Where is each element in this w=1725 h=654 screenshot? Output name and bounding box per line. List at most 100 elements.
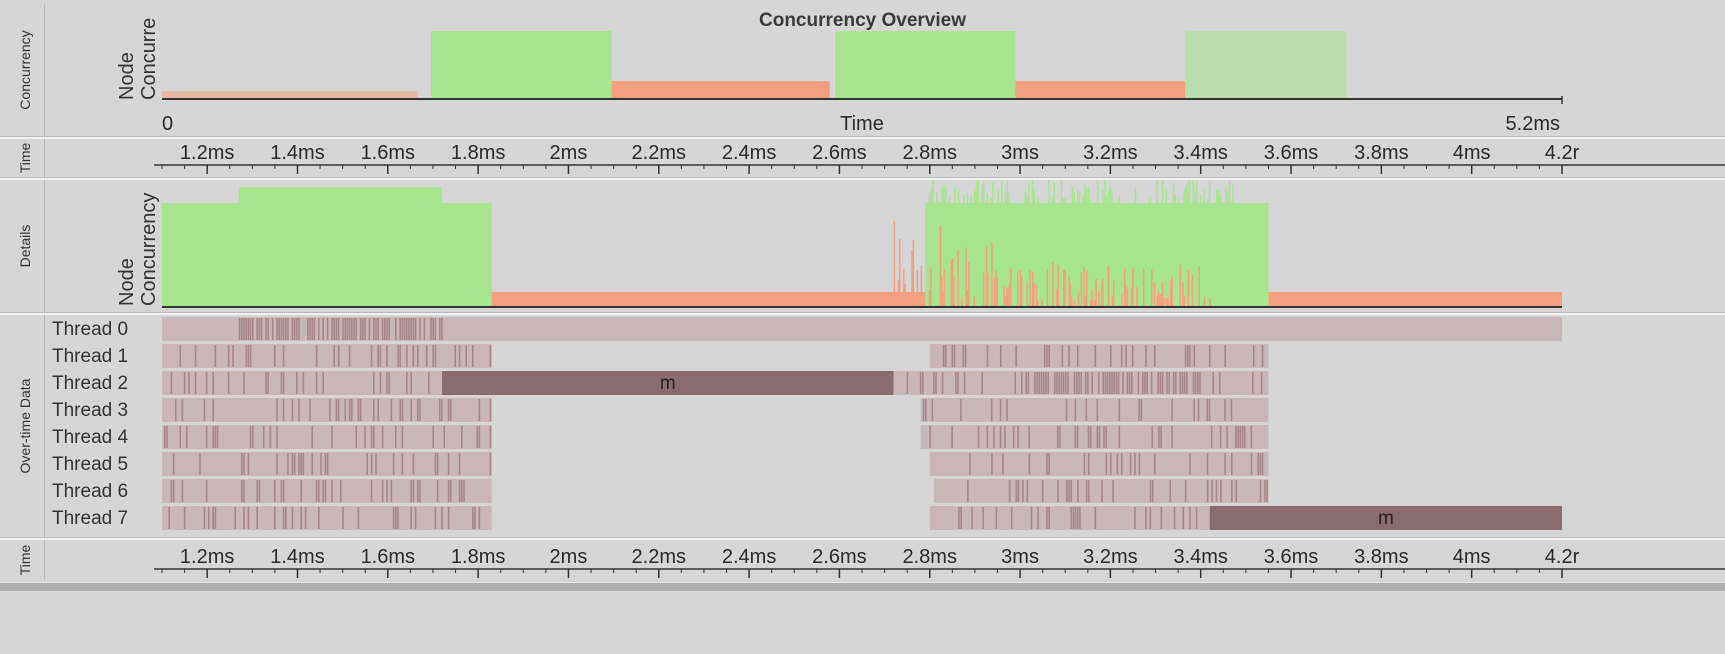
thread-event-mark bbox=[1120, 345, 1123, 367]
thread-event-mark bbox=[489, 345, 492, 367]
details-orange-spike bbox=[1126, 288, 1129, 307]
thread-event-mark bbox=[344, 318, 346, 340]
thread-event-mark bbox=[1172, 372, 1175, 394]
over-time-side-tab[interactable]: Over-time Data bbox=[6, 315, 45, 537]
thread-event-mark bbox=[1259, 453, 1262, 475]
thread-event-mark bbox=[1074, 507, 1077, 529]
thread-event-mark bbox=[410, 480, 412, 502]
details-green-spike bbox=[941, 187, 943, 203]
thread-event-mark bbox=[256, 318, 258, 340]
overview-chart[interactable]: 0 Time 5.2ms bbox=[0, 4, 1725, 136]
details-side-tab[interactable]: Details bbox=[6, 180, 45, 312]
thread-event-mark bbox=[436, 453, 439, 475]
thread-event-mark bbox=[381, 426, 384, 448]
thread-event-mark bbox=[1134, 507, 1136, 529]
thread-event-mark bbox=[955, 372, 957, 394]
thread-event-mark bbox=[414, 318, 417, 340]
details-green-spike bbox=[1118, 196, 1121, 203]
thread-event-mark bbox=[999, 399, 1002, 421]
thread-event-mark bbox=[214, 426, 217, 448]
details-green-spike bbox=[948, 197, 951, 203]
thread-active-segment bbox=[920, 398, 1269, 422]
thread-event-mark bbox=[1094, 345, 1097, 367]
thread-active-segment bbox=[162, 344, 492, 368]
details-green-spike bbox=[1031, 180, 1034, 203]
thread-event-mark bbox=[326, 318, 329, 340]
thread-event-mark bbox=[265, 318, 267, 340]
thread-event-mark bbox=[302, 453, 305, 475]
threads-timeline[interactable]: mm bbox=[0, 315, 1725, 537]
details-orange-spike bbox=[1016, 271, 1019, 307]
thread-event-mark bbox=[205, 426, 208, 448]
thread-event-mark bbox=[351, 318, 353, 340]
details-green-spike bbox=[1028, 182, 1030, 203]
thread-event-mark bbox=[1210, 426, 1213, 448]
details-chart[interactable] bbox=[0, 180, 1725, 312]
thread-event-mark bbox=[1197, 372, 1199, 394]
details-green-spike bbox=[1109, 184, 1111, 203]
details-green-spike bbox=[997, 188, 999, 203]
thread-event-mark bbox=[478, 426, 481, 448]
details-green-spike bbox=[1219, 195, 1222, 203]
thread-event-mark bbox=[1076, 426, 1079, 448]
thread-event-mark bbox=[227, 372, 230, 394]
time-axis-bottom[interactable]: 1.2ms 1.4ms 1.6ms 1.8ms 2ms 2.2ms 2.4ms 2.6ms 2.… bbox=[0, 540, 1725, 580]
concurrency-side-tab[interactable]: Concurrency bbox=[6, 4, 45, 136]
horizontal-scrollbar[interactable] bbox=[0, 582, 1725, 591]
time-side-tab-top[interactable]: Time bbox=[6, 139, 45, 177]
thread-event-mark bbox=[931, 399, 934, 421]
details-green-spike bbox=[1226, 190, 1229, 203]
thread-event-mark bbox=[465, 345, 467, 367]
thread-event-mark bbox=[478, 507, 481, 529]
thread-event-mark bbox=[1105, 453, 1108, 475]
thread-event-mark bbox=[1045, 372, 1047, 394]
thread-event-mark bbox=[1231, 480, 1233, 502]
thread-event-mark bbox=[1175, 372, 1177, 394]
thread-event-mark bbox=[342, 507, 344, 529]
thread-event-mark bbox=[309, 399, 311, 421]
thread-event-mark bbox=[375, 453, 377, 475]
thread-event-mark bbox=[951, 345, 954, 367]
thread-event-mark bbox=[302, 372, 305, 394]
thread-event-mark bbox=[428, 372, 430, 394]
over-time-data-section: Over-time Data Thread 0 Thread 1 Thread … bbox=[0, 315, 1725, 537]
details-orange-spike bbox=[1123, 269, 1126, 307]
thread-event-mark bbox=[1129, 453, 1132, 475]
details-orange-spike bbox=[1007, 287, 1009, 307]
thread-event-mark bbox=[1125, 345, 1127, 367]
details-green-spike bbox=[1006, 181, 1009, 203]
thread-event-mark bbox=[410, 372, 412, 394]
details-green-spike bbox=[1199, 195, 1202, 203]
thread-event-mark bbox=[419, 318, 421, 340]
details-orange-spike bbox=[1098, 290, 1100, 307]
thread-event-mark bbox=[267, 372, 269, 394]
details-orange-spike bbox=[993, 277, 996, 307]
thread-event-mark bbox=[458, 480, 461, 502]
thread-event-mark bbox=[1211, 480, 1213, 502]
thread-event-mark bbox=[1208, 399, 1211, 421]
thread-event-mark bbox=[1080, 372, 1083, 394]
thread-event-mark bbox=[1144, 372, 1146, 394]
thread-event-mark bbox=[333, 345, 335, 367]
thread-event-mark bbox=[1048, 453, 1050, 475]
thread-active-segment bbox=[929, 344, 1269, 368]
details-orange-spike bbox=[1142, 268, 1145, 307]
thread-event-mark bbox=[1111, 372, 1113, 394]
details-green-spike bbox=[1232, 183, 1234, 203]
thread-event-mark bbox=[166, 426, 168, 448]
thread-event-mark bbox=[245, 345, 247, 367]
thread-event-mark bbox=[276, 453, 278, 475]
time-side-tab-bottom[interactable]: Time bbox=[6, 540, 45, 580]
thread-event-mark bbox=[318, 480, 320, 502]
thread-event-mark bbox=[1179, 372, 1182, 394]
details-green-spike bbox=[1178, 198, 1180, 203]
thread-event-mark bbox=[1182, 507, 1185, 529]
time-axis-top[interactable]: 1.2ms 1.4ms 1.6ms 1.8ms 2ms 2.2ms 2.4ms 2.6ms 2.… bbox=[0, 139, 1725, 177]
thread-event-mark bbox=[999, 345, 1002, 367]
details-orange-spike bbox=[1010, 268, 1012, 307]
thread-event-mark bbox=[265, 372, 267, 394]
axis-tick-label: 4.2r bbox=[1545, 142, 1580, 164]
thread-event-mark bbox=[1237, 426, 1239, 448]
details-green-spike bbox=[1111, 189, 1113, 203]
thread-event-mark bbox=[234, 507, 236, 529]
